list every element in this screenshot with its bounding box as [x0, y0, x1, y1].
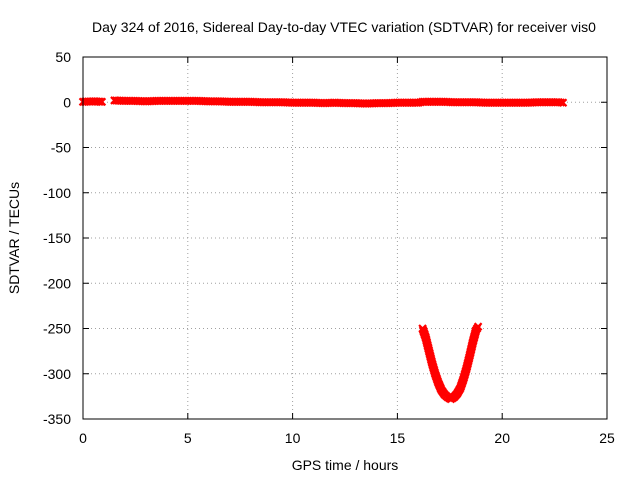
x-tick-label: 20: [494, 430, 510, 446]
plot-frame: [82, 56, 608, 420]
x-tick-label: 25: [599, 430, 615, 446]
data-layer: [78, 96, 568, 404]
data-point: [473, 322, 483, 331]
y-tick-label: 0: [63, 94, 71, 110]
grid-layer: [83, 57, 607, 419]
x-axis-label: GPS time / hours: [292, 457, 399, 473]
x-tick-label: 5: [184, 430, 192, 446]
y-tick-label: -300: [43, 366, 71, 382]
data-point: [95, 97, 105, 106]
x-tick-label: 15: [390, 430, 406, 446]
y-tick-label: -100: [43, 185, 71, 201]
data-point: [556, 98, 566, 107]
tick-layer: 50 0 -50 -100 -150 -200 -250 -300 -350 0 5 10 15 20 25: [43, 49, 615, 446]
y-tick-label: -250: [43, 321, 71, 337]
y-axis-label: SDTVAR / TECUs: [6, 182, 22, 294]
data-point: [558, 98, 568, 107]
x-tick-label: 10: [285, 430, 301, 446]
y-tick-label: -150: [43, 230, 71, 246]
y-tick-label: 50: [55, 49, 71, 65]
y-tick-label: -350: [43, 411, 71, 427]
chart-title: Day 324 of 2016, Sidereal Day-to-day VTE…: [92, 19, 596, 35]
data-point: [97, 97, 107, 107]
y-tick-label: -50: [51, 140, 71, 156]
y-tick-label: -200: [43, 275, 71, 291]
x-tick-label: 0: [79, 430, 87, 446]
